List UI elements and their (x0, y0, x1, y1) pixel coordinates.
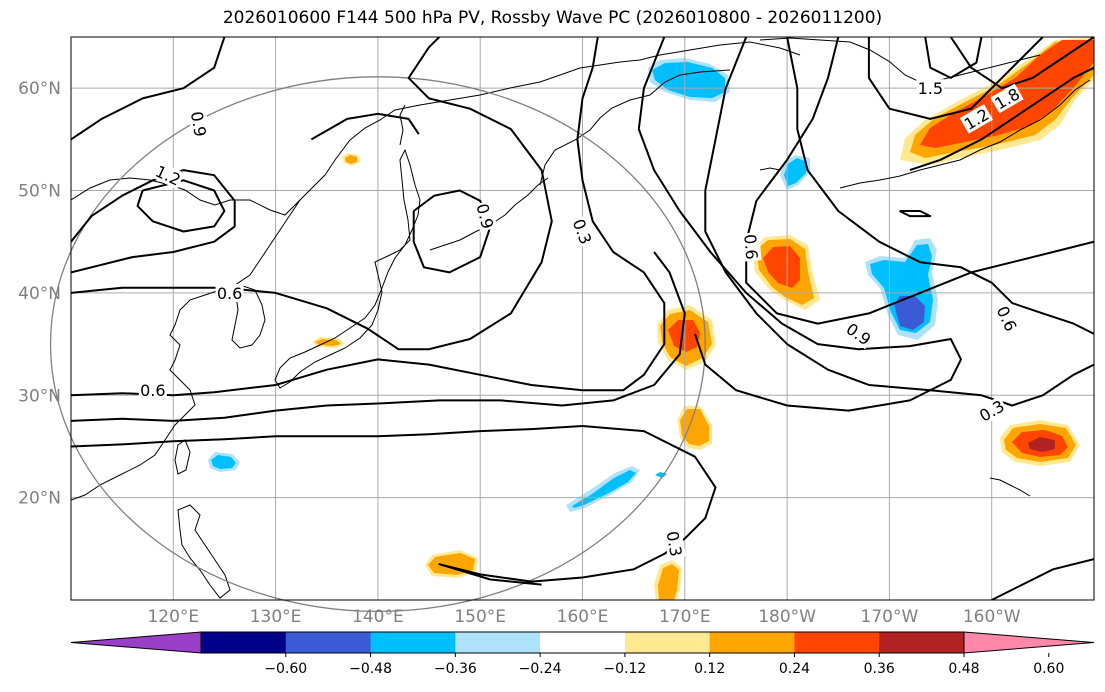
pv-contour-line (412, 189, 492, 274)
pv-label-bg (151, 161, 185, 190)
pv-contour-line (71, 251, 686, 422)
pv-contour-line (637, 37, 962, 412)
colorbar-swatch (201, 632, 287, 653)
pv-contour-line (745, 37, 1094, 325)
colorbar-swatch (540, 632, 626, 653)
pv-contour-line (786, 37, 1094, 335)
lon-tick-label: 160°E (557, 607, 609, 627)
colorbar-swatch (624, 632, 711, 653)
region-circle (49, 76, 706, 613)
pv-contour-label: 0.6 (740, 233, 761, 260)
lon-tick-label: 170°W (861, 607, 919, 627)
colorbar-swatch (709, 632, 795, 653)
longitude-labels: 120°E 130°E 140°E 150°E 160°E 170°E 180°W 170°W… (147, 607, 1020, 627)
pv-label-bg (472, 200, 498, 232)
lat-tick-label: 50°N (18, 182, 61, 202)
colorbar-max-arrow (963, 631, 1095, 654)
lon-tick-label: 170°E (659, 607, 711, 627)
pv-contour-line (71, 169, 236, 274)
colorbar-tick-label: 0.24 (779, 661, 810, 677)
colorbar-tick-label: −0.36 (434, 661, 477, 677)
colorbar-tick-label: 0.36 (864, 661, 895, 677)
pv-contour-label: 0.6 (140, 381, 165, 400)
rossby-region-circle (49, 76, 706, 613)
pv-contour-label: 0.9 (187, 110, 210, 138)
pv-label-bg (992, 302, 1022, 335)
lon-tick-label: 130°E (250, 607, 302, 627)
pv-contour-line (136, 179, 226, 233)
pv-contour-line (704, 37, 1094, 407)
pv-label-bg (975, 395, 1009, 426)
lat-tick-label: 20°N (18, 489, 61, 509)
pv-label-bg (959, 104, 993, 134)
colorbar-swatch (285, 632, 372, 653)
colorbar-min-arrow (70, 631, 202, 654)
lon-tick-label: 150°E (454, 607, 506, 627)
pv-contour-line (949, 37, 1094, 90)
pv-contour-line (899, 210, 932, 218)
map-gridlines (71, 37, 1094, 600)
colorbar-swatch (455, 632, 541, 653)
colorbar-tick-label: −0.60 (264, 661, 307, 677)
lat-tick-label: 60°N (18, 79, 61, 99)
pv-label-bg (663, 528, 686, 560)
lat-tick-label: 30°N (18, 386, 61, 406)
coastline-layer (71, 37, 1091, 599)
colorbar-tick-label: 0.48 (948, 661, 979, 677)
map-frame (70, 36, 1095, 601)
colorbar-tick-label: −0.48 (349, 661, 392, 677)
pv-contour-line (867, 37, 1044, 120)
colorbar-tick-label: −0.24 (519, 661, 562, 677)
colorbar-tick-label: 0.60 (1033, 661, 1064, 677)
lon-tick-label: 180°W (758, 607, 816, 627)
colorbar-swatch (370, 632, 456, 653)
pv-label-bg (842, 318, 876, 350)
pv-contour-line (71, 425, 717, 586)
pv-label-bg (990, 83, 1024, 114)
lon-tick-label: 140°E (352, 607, 404, 627)
pv-label-bg (215, 283, 244, 302)
colorbar-tick-label: −0.12 (603, 661, 646, 677)
colorbar-frame (200, 631, 965, 654)
pv-label-bg (187, 108, 211, 140)
pv-label-bg (741, 232, 762, 262)
pv-contour-line (310, 112, 420, 141)
colorbar-tick-label: 0.12 (694, 661, 725, 677)
pv-label-bg (916, 79, 945, 98)
pv-label-bg (569, 215, 596, 248)
colorbar: −0.60 −0.48 −0.36 −0.24 −0.12 0.12 0.24 0.36 0.4… (70, 631, 1095, 677)
lat-tick-label: 40°N (18, 284, 61, 304)
pv-contour-label: 1.5 (918, 79, 943, 98)
map-title: 2026010600 F144 500 hPa PV, Rossby Wave … (222, 8, 883, 28)
colorbar-swatch (879, 632, 965, 653)
pv-contour-line (924, 37, 983, 79)
lon-tick-label: 120°E (147, 607, 199, 627)
latitude-labels: 20°N 30°N 40°N 50°N 60°N (18, 79, 61, 508)
pv-label-bg (138, 381, 167, 400)
pv-contour-label: 0.6 (217, 284, 242, 303)
pv-contour-line (909, 66, 1094, 172)
lon-tick-label: 160°W (963, 607, 1021, 627)
pv-contour-label: 0.3 (663, 530, 686, 558)
pv-contour-lines (71, 37, 1094, 600)
pv-contour-line (71, 37, 666, 397)
pv-contour-line (991, 558, 1094, 600)
pv-contour-line (71, 37, 226, 141)
colorbar-swatch (794, 632, 880, 653)
